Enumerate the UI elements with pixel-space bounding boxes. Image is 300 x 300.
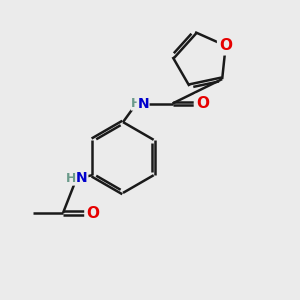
Text: O: O <box>86 206 100 220</box>
Text: N: N <box>76 172 88 185</box>
Text: O: O <box>196 96 209 111</box>
Text: N: N <box>137 97 149 110</box>
Text: H: H <box>131 97 142 110</box>
Text: O: O <box>219 38 232 53</box>
Text: H: H <box>66 172 76 185</box>
